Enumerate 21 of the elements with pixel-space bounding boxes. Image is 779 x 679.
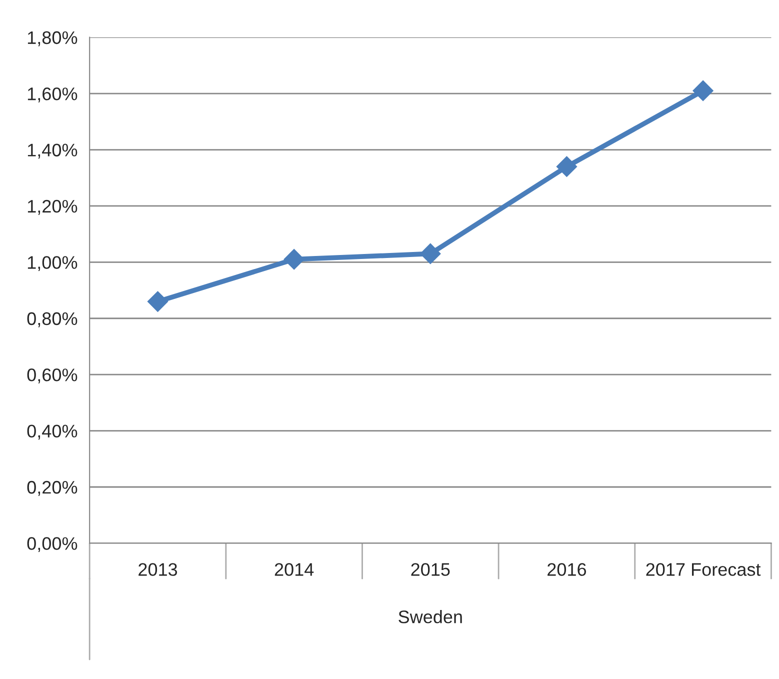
- point: [147, 291, 168, 312]
- y-tick-label: 0,20%: [27, 480, 78, 496]
- x-tick-label: 2014: [274, 563, 314, 576]
- x-tick-label: 2013: [138, 563, 178, 576]
- y-tick-label: 0,00%: [27, 537, 78, 552]
- point: [556, 156, 578, 177]
- x-tick-label: 2016: [548, 563, 586, 576]
- point: [692, 80, 714, 102]
- x-tick-label: 2017 Forecast: [646, 563, 761, 576]
- y-tick-label: 0,60%: [27, 368, 78, 384]
- point: [284, 249, 304, 270]
- point: [420, 243, 441, 264]
- y-tick-label: 1,60%: [28, 87, 78, 102]
- x-axis-title: Sweden: [398, 610, 462, 624]
- y-tick-label: 1,20%: [28, 200, 78, 215]
- y-tick-label: 1,80%: [28, 31, 78, 46]
- x-tick-label: 2015: [411, 563, 450, 576]
- y-tick-label: 0,40%: [27, 424, 78, 440]
- y-tick-label: 1,40%: [28, 144, 78, 159]
- y-tick-label: 1,00%: [28, 256, 78, 272]
- y-tick-label: 0,80%: [27, 312, 78, 328]
